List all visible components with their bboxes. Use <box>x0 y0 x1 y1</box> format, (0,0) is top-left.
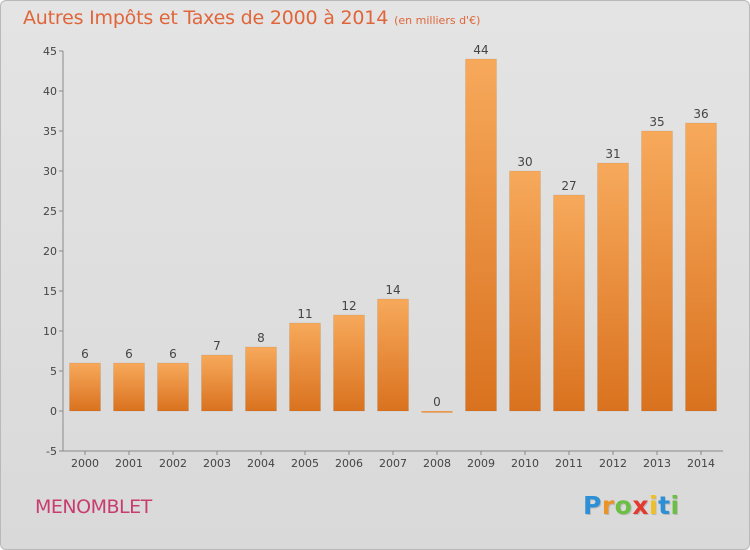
bar-outline <box>245 346 277 412</box>
bar-value-label: 6 <box>81 347 89 361</box>
bar-value-label: 6 <box>125 347 133 361</box>
x-tick-label: 2007 <box>379 457 407 470</box>
bar-outline <box>201 354 233 412</box>
chart-title: Autres Impôts et Taxes de 2000 à 2014 (en… <box>23 7 480 29</box>
commune-name: MENOMBLET <box>35 496 152 518</box>
bar-value-label: 31 <box>605 147 620 161</box>
bar-outline <box>113 362 145 412</box>
x-tick-label: 2002 <box>159 457 187 470</box>
x-tick-label: 2011 <box>555 457 583 470</box>
y-tick-label: 35 <box>43 125 57 138</box>
bar <box>201 355 233 411</box>
bar-outline <box>509 170 541 412</box>
bar <box>553 195 585 411</box>
y-tick-label: 10 <box>43 325 57 338</box>
y-tick-label: 20 <box>43 245 57 258</box>
bar <box>377 299 409 411</box>
x-tick-label: 2003 <box>203 457 231 470</box>
logo-letter: i <box>649 491 659 520</box>
bar-outline <box>157 362 189 412</box>
y-tick-label: 15 <box>43 285 57 298</box>
x-tick-label: 2009 <box>467 457 495 470</box>
x-tick-label: 2012 <box>599 457 627 470</box>
x-tick-label: 2004 <box>247 457 275 470</box>
y-tick-label: 5 <box>50 365 57 378</box>
x-tick-label: 2001 <box>115 457 143 470</box>
logo-letter: x <box>632 491 649 520</box>
bar <box>333 315 365 411</box>
y-tick-label: 40 <box>43 85 57 98</box>
proxiti-logo[interactable]: Proxiti <box>583 491 680 520</box>
bar-value-label: 6 <box>169 347 177 361</box>
bar-outline <box>685 122 717 412</box>
bar-value-label: 8 <box>257 331 265 345</box>
y-tick-label: 25 <box>43 205 57 218</box>
bar <box>157 363 189 411</box>
bar-outline <box>597 162 629 412</box>
bar-value-label: 44 <box>473 43 488 57</box>
y-tick-label: 45 <box>43 45 57 58</box>
bar <box>597 163 629 411</box>
x-tick-label: 2005 <box>291 457 319 470</box>
bar-value-label: 14 <box>385 283 400 297</box>
axes-layer: -5 0 5 10 15 20 25 30 35 40 45 2000 2001 2002 2003 2004… <box>43 45 723 470</box>
x-tick-label: 2010 <box>511 457 539 470</box>
bar <box>289 323 321 411</box>
bar-value-label: 12 <box>341 299 356 313</box>
chart-unit-label: (en milliers d'€) <box>394 14 481 27</box>
bar <box>641 131 673 411</box>
logo-letter: P <box>583 491 602 520</box>
logo-letter: t <box>658 491 671 520</box>
logo-letter: i <box>670 491 680 520</box>
y-tick-label: 30 <box>43 165 57 178</box>
chart-title-text: Autres Impôts et Taxes de 2000 à 2014 <box>23 7 389 29</box>
bar <box>685 123 717 411</box>
y-tick-label: -5 <box>46 445 57 458</box>
x-tick-label: 2013 <box>643 457 671 470</box>
bar-outline <box>641 130 673 412</box>
logo-letter: r <box>601 491 615 520</box>
bar-outline <box>333 314 365 412</box>
bar-value-label: 30 <box>517 155 532 169</box>
bar-outline <box>377 298 409 412</box>
bar-outline <box>553 194 585 412</box>
bar-value-label: 36 <box>693 107 708 121</box>
bar <box>69 363 101 411</box>
bar <box>465 59 497 411</box>
x-tick-label: 2014 <box>687 457 715 470</box>
bar-value-label: 35 <box>649 115 664 129</box>
bar <box>509 171 541 411</box>
y-tick-label: 0 <box>50 405 57 418</box>
bar <box>421 411 453 413</box>
logo-letter: o <box>614 491 633 520</box>
bar-outline <box>465 58 497 412</box>
bar-value-label: 11 <box>297 307 312 321</box>
bars-layer: 6 6 6 7 8 11 12 14 0 44 30 27 31 35 36 <box>69 43 717 413</box>
bar <box>245 347 277 411</box>
bar-outline <box>289 322 321 412</box>
bar-value-label: 27 <box>561 179 576 193</box>
bar-outline <box>69 362 101 412</box>
x-tick-label: 2006 <box>335 457 363 470</box>
x-tick-label: 2000 <box>71 457 99 470</box>
bar <box>113 363 145 411</box>
x-tick-label: 2008 <box>423 457 451 470</box>
bar-value-label: 7 <box>213 339 221 353</box>
bar-value-label: 0 <box>433 395 441 409</box>
